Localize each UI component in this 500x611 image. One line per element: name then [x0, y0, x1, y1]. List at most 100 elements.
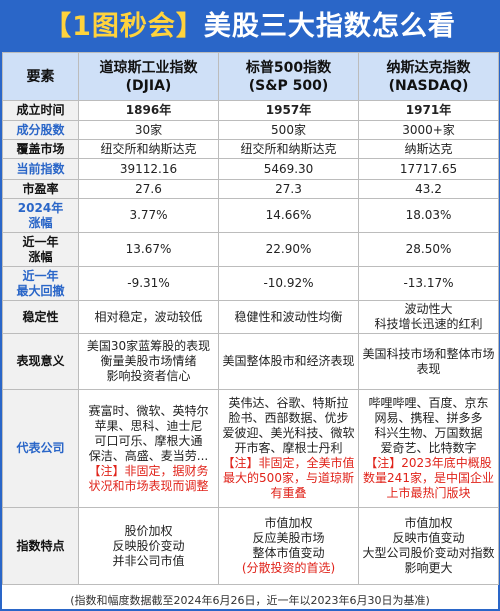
cell-djia-constituents: 30家 — [78, 120, 219, 140]
cell-djia-pe: 27.6 — [78, 179, 219, 199]
sp-features-l2: 反应美股市场 — [252, 531, 325, 545]
cell-djia-ytd: 3.77% — [78, 198, 219, 233]
cell-sp-companies: 英伟达、谷歌、特斯拉 脸书、西部数据、优步 爱彼迎、美光科技、微软 开市客、摩根… — [218, 389, 359, 508]
title-banner — [2, 2, 498, 52]
cell-sp-one-year: 22.90% — [218, 232, 359, 267]
table-row: 稳定性 相对稳定，波动较低 稳健性和波动性均衡 波动性大 科技增长迅速的红利 — [2, 300, 499, 334]
row-label-current: 当前指数 — [2, 158, 79, 180]
row-label-one-year-l1: 近一年 — [22, 234, 59, 249]
cell-nasdaq-meaning-l2: 表现 — [416, 361, 441, 376]
row-label-pe: 市盈率 — [2, 179, 79, 199]
djia-companies-l1: 赛富时、微软、英特尔 — [88, 403, 209, 418]
cell-djia-current: 39112.16 — [78, 158, 219, 180]
cell-nasdaq-stability-l1: 波动性大 — [404, 302, 453, 316]
table-row: 成立时间 1896年 1957年 1971年 — [2, 100, 499, 121]
nasdaq-companies-l1: 哔哩哔哩、百度、京东 — [368, 396, 489, 410]
cell-djia-stability: 相对稳定，波动较低 — [78, 300, 219, 334]
header-nasdaq-code: (NASDAQ) — [388, 77, 469, 94]
header-djia: 道琼斯工业指数 (DJIA) — [78, 52, 219, 101]
table-header-row: 要素 道琼斯工业指数 (DJIA) 标普500指数 (S&P 500) 纳斯达克指数… — [2, 52, 499, 101]
table-row: 近一年 涨幅 13.67% 22.90% 28.50% — [2, 232, 499, 267]
cell-sp-meaning: 美国整体股市和经济表现 — [218, 333, 359, 390]
cell-sp-features: 市值加权 反应美股市场 整体市值变动 (分散投资的首选) — [218, 507, 359, 585]
row-label-market: 覆盖市场 — [2, 139, 79, 159]
row-label-companies: 代表公司 — [2, 389, 79, 508]
table-row: 近一年 最大回撤 -9.31% -10.92% -13.17% — [2, 266, 499, 301]
title-main: 美股三大指数怎么看 — [203, 11, 456, 42]
cell-djia-meaning-l1: 美国30家蓝筹股的表现 — [86, 339, 211, 353]
nasdaq-note-l2: 数量241家，是中国企业 — [363, 471, 494, 485]
nasdaq-features-l1: 市值加权 — [404, 516, 453, 530]
djia-companies-l3: 可口可乐、摩根大通 — [94, 433, 203, 448]
cell-djia-meaning: 美国30家蓝筹股的表现 衡量美股市场情绪 影响投资者信心 — [78, 333, 219, 390]
row-label-one-year-l2: 涨幅 — [28, 249, 53, 264]
row-label-drawdown: 近一年 最大回撤 — [2, 266, 79, 301]
sp-features-l4: (分散投资的首选) — [241, 561, 336, 575]
cell-nasdaq-stability-l2: 科技增长迅速的红利 — [374, 317, 483, 331]
cell-nasdaq-meaning: 美国科技市场和整体市场 表现 — [358, 333, 499, 390]
cell-nasdaq-ytd: 18.03% — [358, 198, 499, 233]
row-label-one-year: 近一年 涨幅 — [2, 232, 79, 267]
cell-djia-market: 纽交所和纳斯达克 — [78, 139, 219, 159]
djia-features-l1: 股价加权 — [124, 523, 173, 538]
djia-note-l1: 【注】非固定，据财务 — [88, 463, 209, 478]
sp-companies-l2: 脸书、西部数据、优步 — [228, 411, 349, 425]
sp-companies-l4: 开市客、摩根士丹利 — [234, 441, 343, 455]
header-sp500: 标普500指数 (S&P 500) — [218, 52, 359, 101]
cell-djia-one-year: 13.67% — [78, 232, 219, 267]
cell-nasdaq-meaning-l1: 美国科技市场和整体市场 — [362, 346, 495, 361]
nasdaq-features-l2: 反映市值变动 — [392, 531, 465, 545]
header-sp500-name: 标普500指数 — [245, 59, 332, 76]
cell-sp-established: 1957年 — [218, 100, 359, 121]
footer-note: (指数和幅度数据截至2024年6月26日，近一年以2023年6月30日为基准) — [70, 594, 430, 607]
nasdaq-note-l3: 上市最热门版块 — [386, 486, 471, 500]
sp-features-l1: 市值加权 — [264, 516, 313, 530]
cell-sp-current: 5469.30 — [218, 158, 359, 180]
row-label-meaning: 表现意义 — [2, 333, 79, 390]
cell-djia-features: 股价加权 反映股价变动 并非公司市值 — [78, 507, 219, 585]
row-label-drawdown-l1: 近一年 — [22, 268, 59, 283]
cell-nasdaq-stability: 波动性大 科技增长迅速的红利 — [358, 300, 499, 334]
row-label-stability: 稳定性 — [2, 300, 79, 334]
table-row: 市盈率 27.6 27.3 43.2 — [2, 179, 499, 199]
cell-nasdaq-pe: 43.2 — [358, 179, 499, 199]
cell-sp-drawdown: -10.92% — [218, 266, 359, 301]
djia-companies-l4: 保洁、高盛、麦当劳... — [88, 448, 209, 463]
djia-companies-l2: 苹果、思科、迪士尼 — [94, 418, 203, 433]
header-djia-name: 道琼斯工业指数 — [99, 59, 198, 76]
sp-note-l1: 【注】非固定，全美市值 — [222, 456, 355, 470]
cell-nasdaq-one-year: 28.50% — [358, 232, 499, 267]
djia-features-l2: 反映股价变动 — [112, 538, 185, 553]
cell-djia-companies: 赛富时、微软、英特尔 苹果、思科、迪士尼 可口可乐、摩根大通 保洁、高盛、麦当劳… — [78, 389, 219, 508]
cell-djia-meaning-l2: 衡量美股市场情绪 — [100, 354, 197, 368]
cell-nasdaq-constituents: 3000+家 — [358, 120, 499, 140]
table-row: 2024年 涨幅 3.77% 14.66% 18.03% — [2, 198, 499, 233]
header-nasdaq: 纳斯达克指数 (NASDAQ) — [358, 52, 499, 101]
table-row: 成分股数 30家 500家 3000+家 — [2, 120, 499, 140]
djia-features-l3: 并非公司市值 — [112, 553, 185, 568]
cell-sp-stability: 稳健性和波动性均衡 — [218, 300, 359, 334]
cell-djia-drawdown: -9.31% — [78, 266, 219, 301]
table-row: 代表公司 赛富时、微软、英特尔 苹果、思科、迪士尼 可口可乐、摩根大通 保洁、高… — [2, 389, 499, 508]
page-title: 【1图秒会】美股三大指数怎么看 — [2, 2, 498, 52]
cell-nasdaq-companies: 哔哩哔哩、百度、京东 网易、携程、拼多多 科兴生物、万国数据 爱奇艺、比特数字 … — [358, 389, 499, 508]
sp-note-l2: 最大的500家，与道琼斯 — [223, 471, 354, 485]
row-label-ytd-l1: 2024年 — [17, 200, 64, 215]
row-label-constituents: 成分股数 — [2, 120, 79, 140]
nasdaq-companies-l3: 科兴生物、万国数据 — [374, 426, 483, 440]
cell-nasdaq-current: 17717.65 — [358, 158, 499, 180]
cell-sp-market: 纽交所和纳斯达克 — [218, 139, 359, 159]
header-element: 要素 — [2, 52, 79, 101]
table-row: 表现意义 美国30家蓝筹股的表现 衡量美股市场情绪 影响投资者信心 美国整体股市和经… — [2, 333, 499, 390]
nasdaq-features-l4: 影响更大 — [404, 561, 453, 575]
row-label-ytd: 2024年 涨幅 — [2, 198, 79, 233]
table-row: 指数特点 股价加权 反映股价变动 并非公司市值 市值加权 反应美股市场 整体市值… — [2, 507, 499, 585]
comparison-table: 要素 道琼斯工业指数 (DJIA) 标普500指数 (S&P 500) 纳斯达克指数… — [2, 52, 499, 585]
row-label-established: 成立时间 — [2, 100, 79, 121]
cell-nasdaq-drawdown: -13.17% — [358, 266, 499, 301]
cell-sp-pe: 27.3 — [218, 179, 359, 199]
cell-djia-meaning-l3: 影响投资者信心 — [106, 369, 191, 383]
cell-sp-constituents: 500家 — [218, 120, 359, 140]
cell-nasdaq-market: 纳斯达克 — [358, 139, 499, 159]
